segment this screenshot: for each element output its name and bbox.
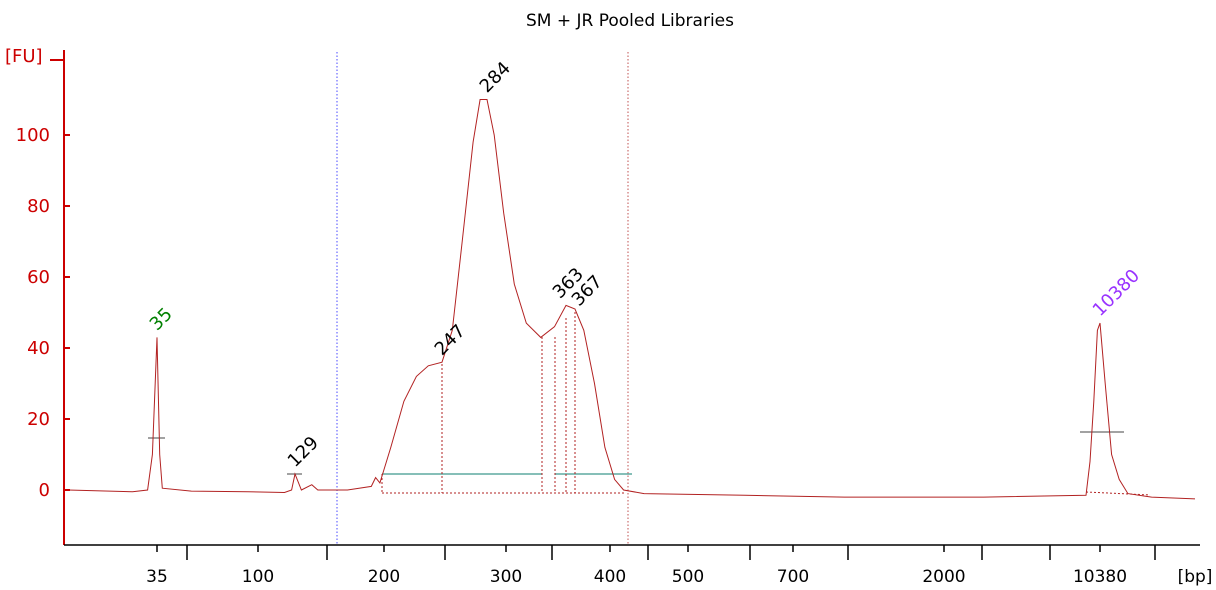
x-axis-unit-label: [bp] [1178,567,1213,587]
marker-floor [1085,491,1151,496]
x-tick-label: 700 [777,567,809,587]
peak-label: 35 [146,304,177,335]
y-tick-label: 40 [27,338,50,359]
x-tick-label: 100 [242,567,274,587]
x-tick-label: 400 [594,567,626,587]
x-tick-label: 200 [368,567,400,587]
chart-title: SM + JR Pooled Libraries [526,11,734,31]
y-axis-label: [FU] [5,46,43,67]
peak-guides [148,312,1151,496]
y-tick-label: 20 [27,409,50,430]
x-ticks: 35 100 200 300 400 500 700 2000 10380 [146,545,1156,587]
region-markers [336,52,629,545]
y-tick-label: 0 [39,480,50,501]
y-tick-label: 60 [27,267,50,288]
peak-label: 284 [476,58,515,97]
x-tick-label: 35 [146,567,168,587]
y-tick-label: 100 [16,125,50,146]
x-tick-label: 2000 [922,567,965,587]
x-tick-label: 300 [490,567,522,587]
peak-label: 10380 [1089,265,1144,320]
y-ticks: 0 20 40 60 80 100 [16,59,70,501]
peak-label: 129 [284,432,323,471]
x-tick-label: 10380 [1073,567,1127,587]
y-tick-label: 80 [27,196,50,217]
fluorescence-trace [67,99,1196,500]
peak-label: 247 [431,321,470,360]
axes: [FU] [bp] [5,46,1212,587]
x-tick-label: 500 [672,567,704,587]
